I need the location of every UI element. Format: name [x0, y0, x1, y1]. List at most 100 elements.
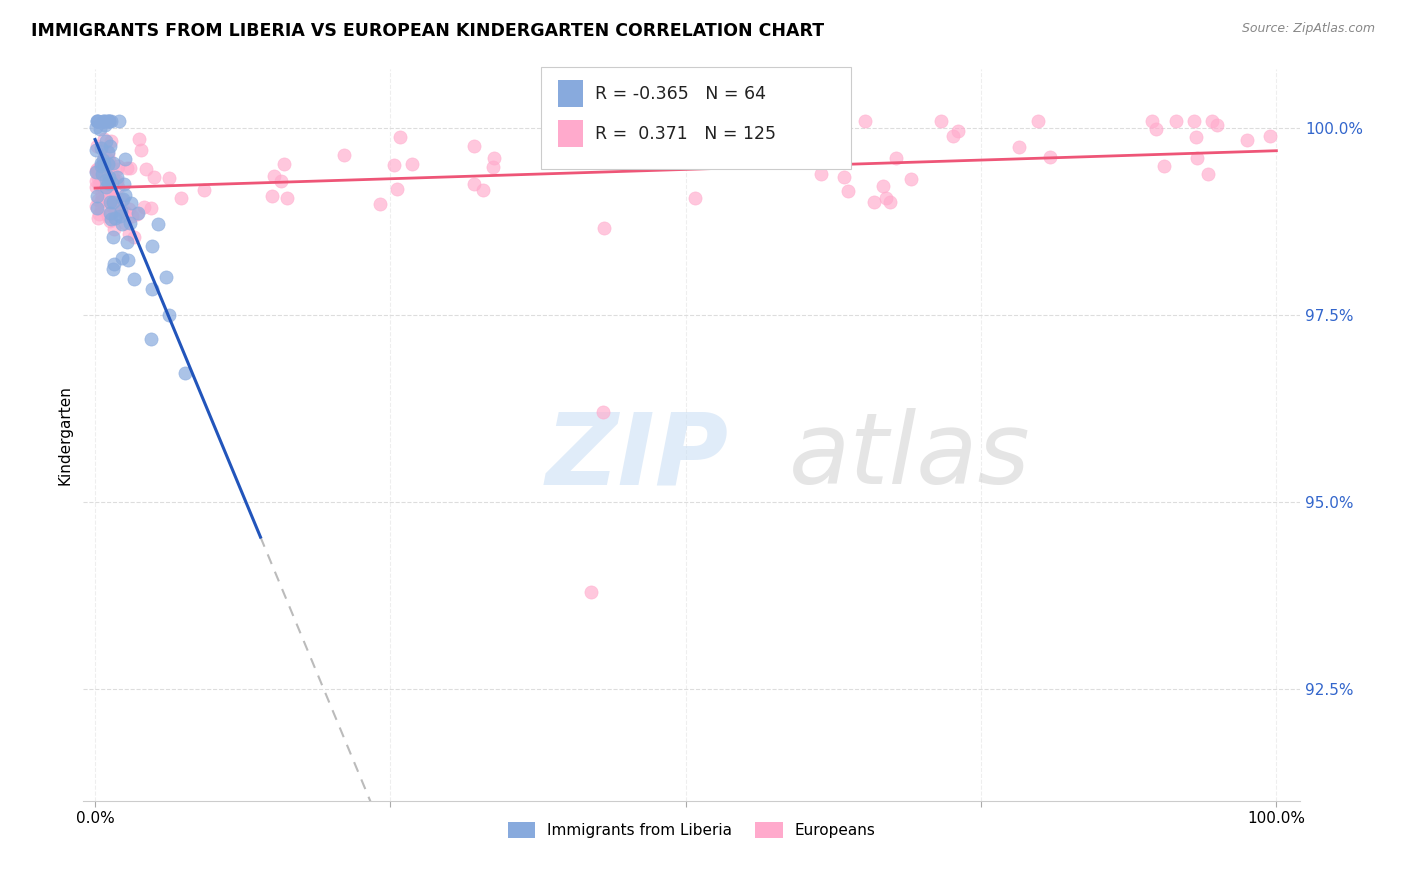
- Point: [810, 167, 832, 181]
- Point: [103, 222, 125, 236]
- Point: [97, 113, 120, 128]
- Point: [1153, 160, 1175, 174]
- Point: [104, 211, 127, 225]
- Point: [100, 176, 122, 190]
- Text: Source: ZipAtlas.com: Source: ZipAtlas.com: [1241, 22, 1375, 36]
- Point: [780, 113, 803, 128]
- Point: [107, 159, 129, 173]
- Point: [942, 128, 965, 143]
- Point: [463, 177, 485, 191]
- Point: [91, 168, 114, 182]
- Point: [333, 147, 356, 161]
- Point: [100, 194, 122, 208]
- Point: [86, 163, 108, 178]
- Point: [93, 132, 115, 146]
- Point: [105, 174, 128, 188]
- Point: [98, 113, 121, 128]
- Point: [86, 171, 108, 186]
- Point: [84, 120, 107, 135]
- Point: [87, 211, 110, 225]
- Point: [90, 169, 112, 184]
- Point: [683, 127, 706, 141]
- Point: [100, 113, 122, 128]
- Point: [900, 171, 922, 186]
- Point: [89, 122, 111, 136]
- Point: [141, 282, 163, 296]
- Point: [94, 193, 117, 207]
- Point: [89, 178, 111, 192]
- Point: [1258, 129, 1281, 144]
- Point: [121, 210, 143, 224]
- Point: [94, 165, 117, 179]
- Point: [112, 178, 135, 192]
- Point: [155, 269, 177, 284]
- Point: [929, 113, 952, 128]
- Point: [86, 139, 108, 153]
- Point: [628, 122, 651, 136]
- Point: [558, 113, 581, 128]
- Point: [1185, 151, 1208, 165]
- Point: [664, 127, 686, 141]
- Point: [139, 202, 162, 216]
- Point: [101, 199, 124, 213]
- Text: R = -0.365   N = 64: R = -0.365 N = 64: [595, 85, 766, 103]
- Point: [879, 195, 901, 210]
- Point: [762, 121, 785, 136]
- Point: [118, 202, 141, 216]
- Point: [110, 204, 132, 219]
- Point: [86, 164, 108, 178]
- Point: [94, 134, 117, 148]
- Point: [1185, 129, 1208, 144]
- Point: [463, 138, 485, 153]
- Point: [98, 214, 121, 228]
- Point: [96, 163, 118, 178]
- Y-axis label: Kindergarten: Kindergarten: [58, 384, 72, 484]
- Point: [97, 173, 120, 187]
- Point: [401, 157, 423, 171]
- Point: [98, 113, 121, 128]
- Point: [90, 188, 112, 202]
- Point: [100, 211, 122, 226]
- Point: [837, 184, 859, 198]
- Point: [103, 257, 125, 271]
- Point: [112, 203, 135, 218]
- Point: [94, 180, 117, 194]
- Point: [90, 194, 112, 209]
- Point: [120, 196, 142, 211]
- Point: [1144, 122, 1167, 136]
- Point: [148, 217, 170, 231]
- Point: [91, 153, 114, 168]
- Point: [110, 209, 132, 223]
- Point: [89, 159, 111, 173]
- Point: [103, 261, 125, 276]
- Point: [93, 151, 115, 165]
- Point: [779, 116, 801, 130]
- Legend: Immigrants from Liberia, Europeans: Immigrants from Liberia, Europeans: [502, 816, 882, 845]
- Point: [93, 182, 115, 196]
- Point: [581, 584, 603, 599]
- Point: [87, 164, 110, 178]
- Point: [98, 194, 121, 209]
- Point: [103, 171, 125, 186]
- Point: [101, 230, 124, 244]
- Point: [97, 187, 120, 202]
- Point: [276, 191, 298, 205]
- Point: [626, 126, 648, 140]
- Point: [101, 192, 124, 206]
- Point: [174, 366, 197, 380]
- Point: [1140, 114, 1163, 128]
- Point: [1008, 139, 1031, 153]
- Point: [96, 173, 118, 187]
- Point: [86, 113, 108, 128]
- Point: [382, 158, 405, 172]
- Point: [89, 202, 111, 216]
- Point: [1201, 113, 1223, 128]
- Point: [105, 169, 128, 184]
- Point: [389, 130, 412, 145]
- Point: [91, 175, 114, 189]
- Point: [86, 189, 108, 203]
- Point: [122, 229, 145, 244]
- Point: [111, 217, 134, 231]
- Point: [100, 135, 122, 149]
- Point: [872, 178, 894, 193]
